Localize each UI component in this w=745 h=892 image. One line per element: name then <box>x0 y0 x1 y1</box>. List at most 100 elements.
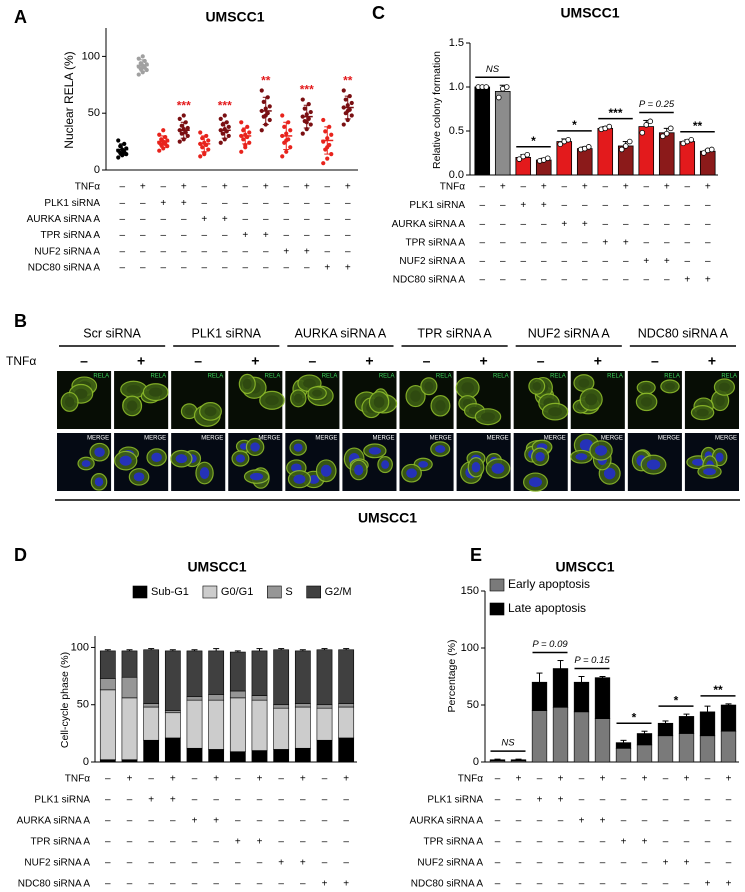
condition-sign: – <box>105 774 111 785</box>
significance: ** <box>261 74 271 88</box>
condition-sign: – <box>642 816 648 827</box>
condition-sign: – <box>170 858 176 869</box>
condition-sign: – <box>201 230 207 241</box>
bar-segment <box>143 649 160 704</box>
condition-sign: – <box>324 214 330 225</box>
dot <box>280 154 285 159</box>
bar-segment <box>251 650 268 696</box>
condition-sign: – <box>322 774 328 785</box>
dot <box>161 128 166 133</box>
condition-sign: – <box>705 219 711 230</box>
bar-segment <box>594 677 611 719</box>
condition-sign: + <box>726 774 732 785</box>
bar-segment <box>489 759 506 762</box>
bar-segment <box>294 706 311 749</box>
condition-sign: + <box>148 795 154 806</box>
legend-label: S <box>285 586 292 598</box>
condition-sign: + <box>283 246 289 257</box>
dot <box>140 54 145 59</box>
condition-sign: – <box>278 774 284 785</box>
y-tick-label: 0 <box>94 164 100 176</box>
condition-sign: – <box>160 230 166 241</box>
condition-label: NUF2 siRNA A <box>34 246 100 257</box>
condition-label: NUF2 siRNA A <box>24 858 90 869</box>
condition-label: PLK1 siRNA <box>427 795 483 806</box>
condition-sign: – <box>582 200 588 211</box>
channel-label: RELA <box>322 374 338 380</box>
condition-sign: – <box>242 198 248 209</box>
nucleus <box>381 460 390 469</box>
condition-sign: – <box>663 774 669 785</box>
dot <box>179 123 184 128</box>
condition-sign: – <box>160 263 166 274</box>
condition-sign: – <box>105 858 111 869</box>
condition-sign: – <box>105 795 111 806</box>
dot <box>282 124 287 129</box>
condition-sign: – <box>300 879 306 890</box>
condition-sign: – <box>140 263 146 274</box>
condition-label: TPR siRNA A <box>31 837 91 848</box>
condition-sign: – <box>278 879 284 890</box>
condition-sign: – <box>642 858 648 869</box>
condition-sign: – <box>561 275 567 286</box>
condition-sign: – <box>322 816 328 827</box>
condition-sign: + <box>541 182 547 193</box>
condition-sign: – <box>257 858 263 869</box>
bar-segment <box>121 759 138 763</box>
condition-sign: – <box>479 200 485 211</box>
y-tick-label: 0.5 <box>449 125 464 137</box>
y-tick-label: 50 <box>467 699 479 711</box>
dot <box>159 137 164 142</box>
channel-label: MERGE <box>315 436 337 442</box>
comparison-label: NS <box>486 64 500 75</box>
condition-sign: – <box>705 200 711 211</box>
condition-sign: + <box>558 774 564 785</box>
chart-title: UMSCC1 <box>187 559 246 575</box>
condition-sign: – <box>263 246 269 257</box>
legend-swatch <box>202 585 218 599</box>
group-label: AURKA siRNA A <box>295 326 387 340</box>
condition-sign: – <box>148 879 154 890</box>
dot <box>288 128 293 133</box>
group-label: NDC80 siRNA A <box>638 326 729 340</box>
condition-sign: – <box>140 230 146 241</box>
y-tick-label: 50 <box>88 107 100 119</box>
condition-label: AURKA siRNA A <box>27 214 101 225</box>
condition-sign: – <box>242 182 248 193</box>
bar-segment <box>186 696 203 701</box>
condition-sign: + <box>324 263 330 274</box>
treatment-sign: – <box>651 353 659 369</box>
channel-label: MERGE <box>544 436 566 442</box>
comparison-label: * <box>572 118 577 132</box>
bar-segment <box>720 704 737 732</box>
bar-segment <box>552 706 569 763</box>
condition-sign: – <box>642 879 648 890</box>
point <box>622 143 629 149</box>
point <box>647 118 654 125</box>
bar-segment <box>121 676 138 699</box>
bar-segment <box>338 706 355 739</box>
condition-sign: + <box>663 858 669 869</box>
condition-sign: – <box>278 795 284 806</box>
condition-sign: – <box>579 774 585 785</box>
scale-bar <box>728 492 737 494</box>
condition-sign: – <box>479 256 485 267</box>
dot <box>241 137 246 142</box>
condition-sign: – <box>516 837 522 848</box>
point <box>639 129 646 136</box>
condition-sign: – <box>140 246 146 257</box>
condition-sign: – <box>705 256 711 267</box>
condition-sign: – <box>119 182 125 193</box>
channel-label: MERGE <box>258 436 280 442</box>
nucleus <box>696 408 709 417</box>
bar-segment <box>251 695 268 701</box>
bar-segment <box>208 699 225 750</box>
dot <box>177 116 182 121</box>
dot <box>267 117 272 123</box>
treatment-sign: + <box>708 353 716 369</box>
condition-sign: + <box>201 214 207 225</box>
condition-sign: + <box>684 858 690 869</box>
bar-segment <box>338 737 355 763</box>
condition-sign: – <box>602 219 608 230</box>
legend-swatch <box>306 585 321 599</box>
